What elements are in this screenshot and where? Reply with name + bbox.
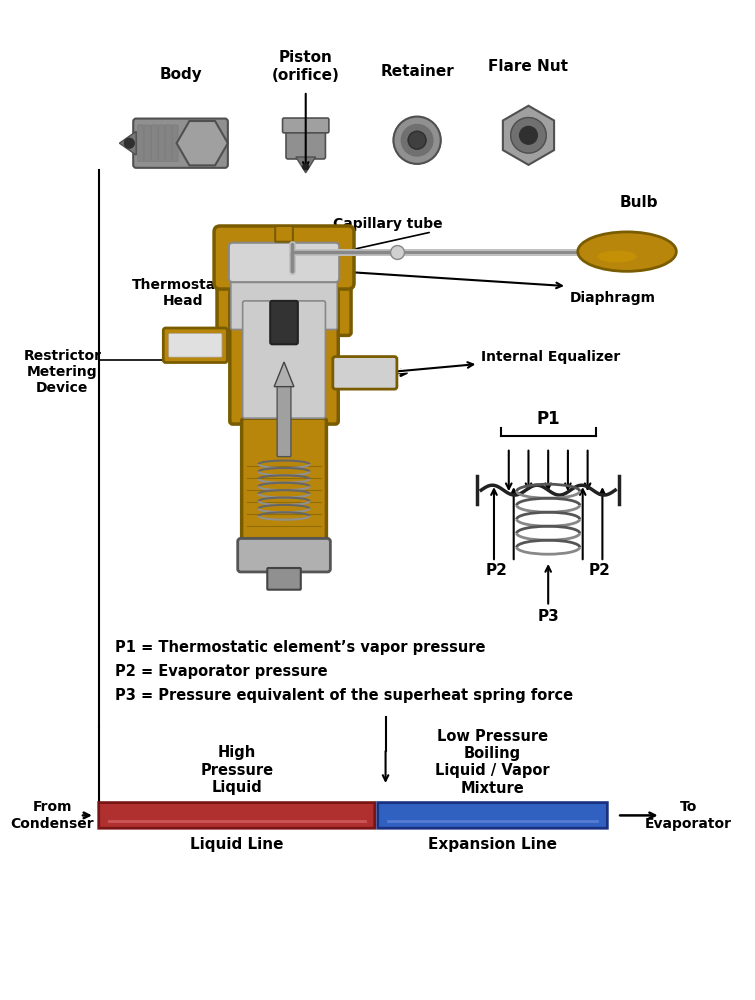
- Text: Retainer: Retainer: [381, 64, 454, 79]
- FancyBboxPatch shape: [217, 268, 351, 335]
- Circle shape: [519, 126, 538, 144]
- FancyBboxPatch shape: [231, 274, 337, 329]
- Text: P1: P1: [536, 410, 560, 428]
- Text: Piston
(orifice): Piston (orifice): [272, 50, 340, 83]
- FancyBboxPatch shape: [333, 357, 397, 389]
- FancyBboxPatch shape: [270, 301, 297, 344]
- Polygon shape: [119, 131, 136, 155]
- FancyBboxPatch shape: [230, 290, 338, 424]
- FancyBboxPatch shape: [277, 386, 291, 457]
- Text: Restrictor
Metering
Device: Restrictor Metering Device: [23, 349, 101, 395]
- Text: P1 = Thermostatic element’s vapor pressure: P1 = Thermostatic element’s vapor pressu…: [115, 640, 485, 655]
- FancyBboxPatch shape: [137, 125, 143, 161]
- Circle shape: [510, 118, 546, 153]
- Text: Internal Equalizer: Internal Equalizer: [481, 350, 621, 364]
- FancyBboxPatch shape: [159, 125, 165, 161]
- Circle shape: [303, 164, 309, 170]
- FancyBboxPatch shape: [152, 125, 157, 161]
- Text: Low Pressure
Boiling
Liquid / Vapor
Mixture: Low Pressure Boiling Liquid / Vapor Mixt…: [435, 729, 550, 796]
- FancyBboxPatch shape: [172, 125, 178, 161]
- Text: Bulb: Bulb: [620, 195, 658, 210]
- FancyBboxPatch shape: [242, 301, 325, 418]
- Polygon shape: [503, 106, 554, 165]
- Text: P2: P2: [486, 563, 508, 578]
- Text: From
Condenser: From Condenser: [11, 800, 94, 831]
- FancyBboxPatch shape: [168, 333, 222, 357]
- Text: P3 = Pressure equivalent of the superheat spring force: P3 = Pressure equivalent of the superhea…: [115, 688, 572, 703]
- FancyBboxPatch shape: [214, 226, 354, 289]
- FancyBboxPatch shape: [242, 418, 326, 542]
- Text: P2: P2: [588, 563, 610, 578]
- Polygon shape: [274, 362, 294, 387]
- Text: P2 = Evaporator pressure: P2 = Evaporator pressure: [115, 664, 327, 679]
- Polygon shape: [177, 121, 228, 165]
- Text: Liquid Line: Liquid Line: [190, 837, 283, 852]
- FancyBboxPatch shape: [378, 803, 607, 828]
- Polygon shape: [296, 157, 316, 173]
- Text: Flare Nut: Flare Nut: [488, 59, 569, 74]
- Text: High
Pressure
Liquid: High Pressure Liquid: [200, 745, 273, 795]
- Text: P3: P3: [538, 609, 559, 624]
- FancyBboxPatch shape: [238, 538, 331, 572]
- FancyBboxPatch shape: [99, 803, 374, 828]
- FancyBboxPatch shape: [229, 243, 339, 282]
- Circle shape: [125, 138, 134, 148]
- FancyBboxPatch shape: [133, 119, 228, 168]
- FancyBboxPatch shape: [165, 125, 171, 161]
- FancyBboxPatch shape: [144, 125, 150, 161]
- FancyBboxPatch shape: [267, 568, 300, 590]
- Ellipse shape: [578, 232, 676, 271]
- Text: Body: Body: [159, 67, 202, 82]
- Text: To
Evaporator: To Evaporator: [645, 800, 732, 831]
- Circle shape: [408, 131, 426, 149]
- FancyBboxPatch shape: [275, 226, 293, 242]
- FancyBboxPatch shape: [163, 328, 227, 363]
- FancyBboxPatch shape: [282, 118, 329, 133]
- Circle shape: [402, 124, 433, 156]
- Text: Capillary tube: Capillary tube: [333, 217, 442, 231]
- Text: Thermostatic
Head: Thermostatic Head: [131, 278, 236, 308]
- Ellipse shape: [597, 251, 637, 262]
- Text: Expansion Line: Expansion Line: [428, 837, 557, 852]
- Circle shape: [393, 117, 441, 164]
- FancyBboxPatch shape: [286, 125, 325, 159]
- Text: Diaphragm: Diaphragm: [570, 291, 656, 305]
